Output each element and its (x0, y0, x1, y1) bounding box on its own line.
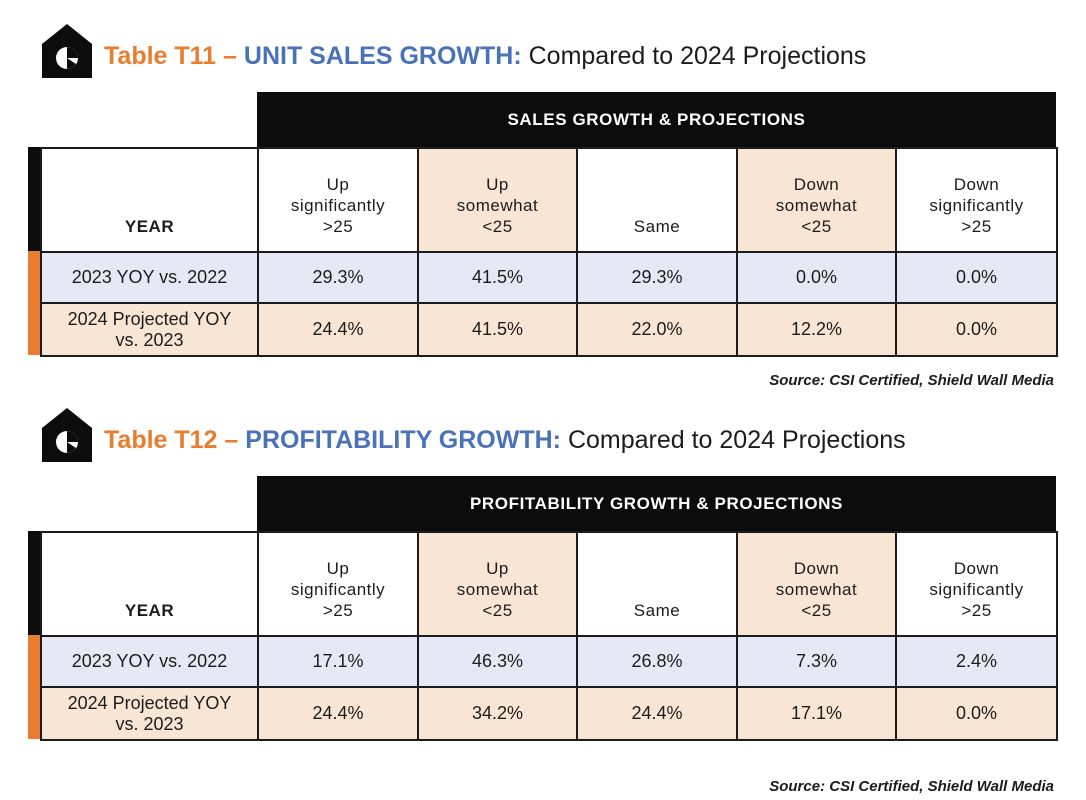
left-accent-bar-header (28, 147, 40, 251)
data-cell: 29.3% (257, 251, 419, 304)
data-cell: 24.4% (576, 686, 738, 741)
column-header-label: Up somewhat <25 (456, 559, 539, 620)
data-cell: 0.0% (895, 686, 1058, 741)
source-note: Source: CSI Certified, Shield Wall Media (769, 778, 1054, 795)
column-header: Same (576, 147, 738, 253)
column-header: Up significantly >25 (257, 147, 419, 253)
table-subtitle: Compared to 2024 Projections (528, 42, 867, 70)
data-cell: 34.2% (417, 686, 578, 741)
data-table: SALES GROWTH & PROJECTIONS YEAR Up signifi… (28, 92, 1058, 357)
table-name: UNIT SALES GROWTH: (243, 42, 522, 70)
row-label: 2024 Projected YOY vs. 2023 (67, 692, 232, 734)
table-title: Table T12 – PROFITABILITY GROWTH: Compar… (104, 426, 906, 454)
year-header-label: YEAR (124, 601, 175, 620)
column-header: Same (576, 531, 738, 637)
data-cell: 17.1% (736, 686, 897, 741)
table-banner: PROFITABILITY GROWTH & PROJECTIONS (257, 476, 1056, 531)
data-cell: 0.0% (895, 251, 1058, 304)
row-label-cell: 2024 Projected YOY vs. 2023 (40, 686, 259, 741)
column-header: Up somewhat <25 (417, 147, 578, 253)
source-note: Source: CSI Certified, Shield Wall Media (769, 372, 1054, 389)
year-column-header: YEAR (40, 147, 259, 253)
data-cell: 24.4% (257, 302, 419, 357)
table-number: Table T11 (104, 42, 217, 70)
row-label-cell: 2024 Projected YOY vs. 2023 (40, 302, 259, 357)
column-header-label: Down significantly >25 (929, 559, 1024, 620)
table-title-bar: Table T11 – UNIT SALES GROWTH: Compared … (42, 24, 1062, 78)
data-cell: 24.4% (257, 686, 419, 741)
data-cell: 26.8% (576, 635, 738, 688)
left-accent-bar-rows (28, 635, 40, 739)
house-pie-chart-icon (42, 24, 92, 78)
table-name: PROFITABILITY GROWTH: (245, 426, 561, 454)
data-table: PROFITABILITY GROWTH & PROJECTIONS YEAR Up… (28, 476, 1058, 741)
column-header-label: Same (633, 601, 681, 620)
left-accent-bar-header (28, 531, 40, 635)
table-banner: SALES GROWTH & PROJECTIONS (257, 92, 1056, 147)
table-title: Table T11 – UNIT SALES GROWTH: Compared … (104, 42, 867, 70)
table-title-bar: Table T12 – PROFITABILITY GROWTH: Compar… (42, 408, 1062, 462)
column-header-label: Up somewhat <25 (456, 175, 539, 236)
column-header: Down significantly >25 (895, 531, 1058, 637)
data-cell: 17.1% (257, 635, 419, 688)
house-pie-chart-icon (42, 408, 92, 462)
left-accent-bar-rows (28, 251, 40, 355)
row-label-cell: 2023 YOY vs. 2022 (40, 251, 259, 304)
data-cell: 0.0% (895, 302, 1058, 357)
column-header-label: Same (633, 217, 681, 236)
data-cell: 2.4% (895, 635, 1058, 688)
data-cell: 7.3% (736, 635, 897, 688)
data-cell: 29.3% (576, 251, 738, 304)
year-column-header: YEAR (40, 531, 259, 637)
row-label: 2023 YOY vs. 2022 (71, 651, 228, 671)
table-subtitle: Compared to 2024 Projections (567, 426, 906, 454)
column-header-label: Up significantly >25 (290, 559, 386, 620)
row-label: 2023 YOY vs. 2022 (71, 267, 228, 287)
column-header: Down somewhat <25 (736, 531, 897, 637)
data-cell: 41.5% (417, 251, 578, 304)
column-header-label: Down significantly >25 (929, 175, 1024, 236)
data-cell: 41.5% (417, 302, 578, 357)
column-header-label: Down somewhat <25 (775, 559, 858, 620)
data-cell: 22.0% (576, 302, 738, 357)
data-cell: 0.0% (736, 251, 897, 304)
column-header: Down somewhat <25 (736, 147, 897, 253)
row-label: 2024 Projected YOY vs. 2023 (67, 308, 232, 350)
row-label-cell: 2023 YOY vs. 2022 (40, 635, 259, 688)
column-header-label: Up significantly >25 (290, 175, 386, 236)
year-header-label: YEAR (124, 217, 175, 236)
data-cell: 12.2% (736, 302, 897, 357)
column-header: Up somewhat <25 (417, 531, 578, 637)
table-number: Table T12 (104, 426, 218, 454)
column-header: Up significantly >25 (257, 531, 419, 637)
column-header-label: Down somewhat <25 (775, 175, 858, 236)
column-header: Down significantly >25 (895, 147, 1058, 253)
data-cell: 46.3% (417, 635, 578, 688)
